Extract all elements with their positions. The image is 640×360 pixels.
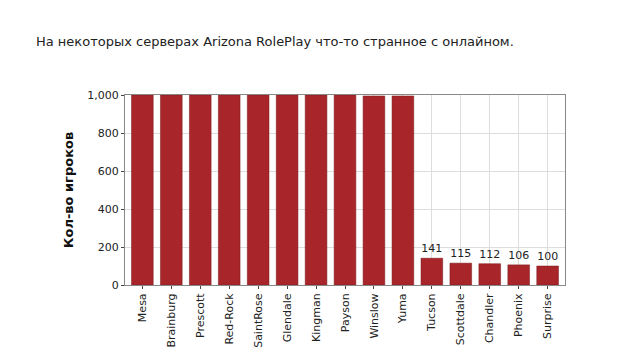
svg-text:Кол-во игроков: Кол-во игроков [61, 132, 76, 248]
svg-text:Yuma: Yuma [396, 293, 409, 324]
svg-text:115: 115 [450, 247, 471, 260]
svg-text:0: 0 [112, 279, 119, 292]
html-text:На некоторых серверах Arizona: На некоторых серверах Arizona RolePlay ч… [36, 34, 514, 49]
svg-text:Brainburg: Brainburg [165, 293, 178, 347]
svg-text:1,000: 1,000 [87, 89, 119, 102]
svg-text:Red-Rock: Red-Rock [223, 293, 236, 345]
svg-text:Tucson: Tucson [425, 293, 438, 332]
svg-text:Kingman: Kingman [310, 293, 323, 342]
svg-text:106: 106 [508, 249, 529, 262]
svg-text:Surprise: Surprise [541, 293, 554, 339]
svg-text:100: 100 [537, 250, 558, 263]
svg-text:SaintRose: SaintRose [252, 293, 265, 348]
svg-text:Glendale: Glendale [281, 293, 294, 342]
svg-text:800: 800 [98, 127, 119, 140]
svg-text:Chandler: Chandler [483, 293, 496, 343]
svg-text:Mesa: Mesa [136, 293, 149, 322]
svg-text:Prescott: Prescott [194, 293, 207, 338]
svg-text:Phoenix: Phoenix [512, 293, 525, 337]
svg-text:200: 200 [98, 241, 119, 254]
svg-text:Payson: Payson [339, 293, 352, 332]
svg-text:112: 112 [479, 248, 500, 261]
svg-text:141: 141 [421, 242, 442, 255]
svg-text:400: 400 [98, 203, 119, 216]
svg-text:Scottdale: Scottdale [454, 293, 467, 345]
svg-text:600: 600 [98, 165, 119, 178]
svg-text:Winslow: Winslow [368, 293, 381, 338]
